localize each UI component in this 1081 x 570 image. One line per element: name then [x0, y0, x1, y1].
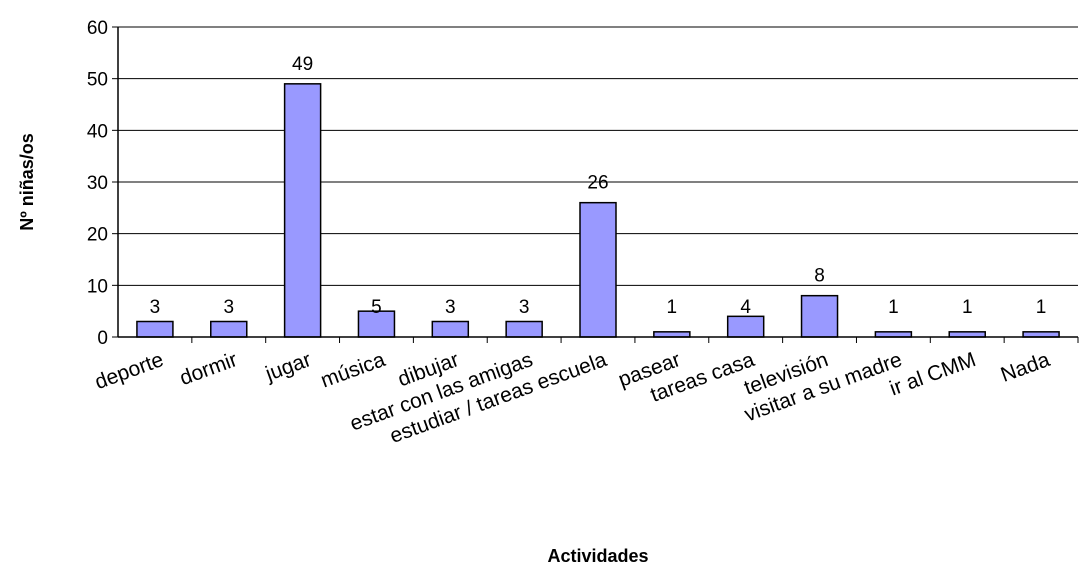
- data-label: 1: [962, 297, 973, 318]
- data-label: 3: [519, 297, 530, 318]
- bar: [874, 331, 913, 338]
- data-label: 26: [587, 173, 608, 194]
- y-axis-ticks: 0 10 20 30 40 50 60: [87, 18, 118, 349]
- data-label: 3: [150, 297, 161, 318]
- bar: [653, 331, 691, 338]
- y-axis-title: Nº niñas/os: [17, 133, 37, 231]
- bar: [726, 315, 765, 338]
- bar: [210, 320, 248, 338]
- y-tick-label: 10: [87, 276, 108, 297]
- data-label: 4: [740, 297, 751, 318]
- bar: [948, 331, 986, 338]
- data-label: 3: [445, 297, 456, 318]
- bar: [283, 83, 322, 338]
- data-label: 49: [292, 54, 313, 75]
- bar: [579, 201, 617, 338]
- bar: [800, 294, 839, 338]
- bar: [1022, 331, 1060, 338]
- x-category-label: dormir: [177, 348, 241, 390]
- y-tick-label: 60: [87, 18, 108, 39]
- y-tick-label: 0: [97, 328, 108, 349]
- y-tick-label: 20: [87, 225, 108, 246]
- data-label: 1: [1036, 297, 1047, 318]
- y-tick-label: 30: [87, 173, 108, 194]
- bar: [136, 320, 174, 338]
- x-category-label: deporte: [92, 348, 167, 394]
- y-tick-label: 40: [87, 121, 108, 142]
- x-category-label: ir al CMM: [887, 348, 979, 400]
- y-tick-label: 50: [87, 70, 108, 91]
- bars: [136, 83, 1060, 338]
- data-labels: 3 3 49 5 3 3 26 1 4 8 1 1 1: [150, 54, 1047, 318]
- bar: [431, 320, 470, 338]
- bar: [357, 310, 396, 338]
- data-label: 8: [814, 266, 825, 287]
- data-label: 5: [371, 297, 382, 318]
- gridlines: [118, 26, 1078, 286]
- x-axis-title: Actividades: [547, 546, 648, 566]
- data-label: 1: [888, 297, 899, 318]
- bar: [505, 320, 543, 338]
- x-category-label: Nada: [998, 348, 1053, 387]
- data-label: 1: [667, 297, 678, 318]
- x-category-label: jugar: [262, 348, 315, 386]
- x-category-label: música: [318, 348, 389, 392]
- data-label: 3: [223, 297, 234, 318]
